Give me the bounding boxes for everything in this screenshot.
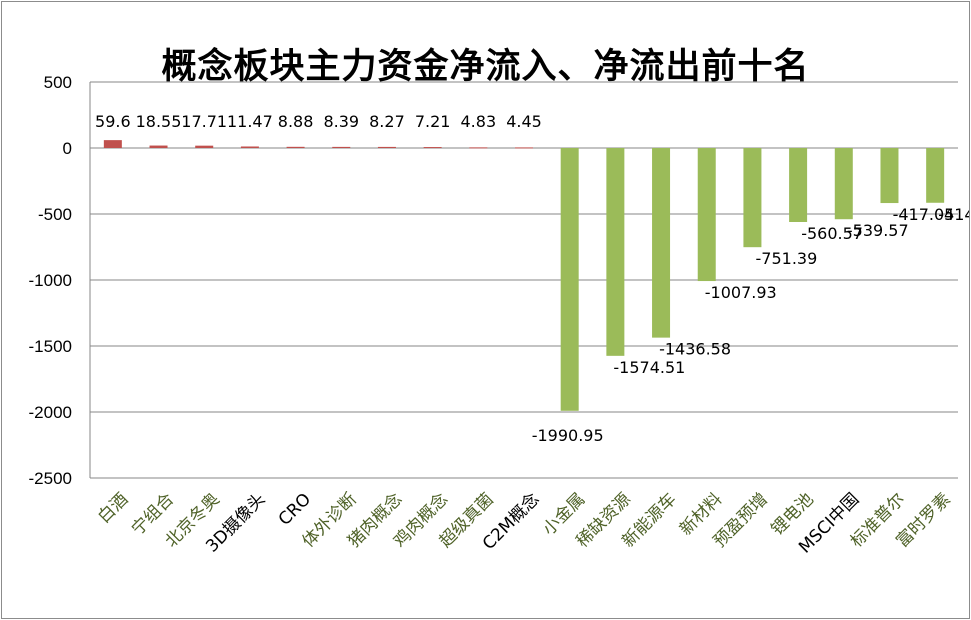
- bar: [149, 145, 168, 148]
- bar: [423, 147, 442, 149]
- data-label: 59.6: [95, 112, 131, 131]
- y-tick-label: -2000: [29, 403, 72, 422]
- bar: [469, 147, 488, 149]
- bar: [560, 148, 579, 411]
- data-label: -1574.51: [613, 358, 685, 377]
- y-tick-label: -1000: [29, 271, 72, 290]
- y-tick-label: 500: [44, 73, 72, 92]
- data-label: -1436.58: [659, 340, 731, 359]
- data-label: -417.05: [893, 205, 955, 224]
- bar: [240, 146, 259, 148]
- category-label: CRO: [275, 489, 315, 529]
- bar: [926, 148, 945, 203]
- data-label: 8.88: [278, 112, 314, 131]
- data-label: 17.71: [181, 112, 227, 131]
- bar: [377, 146, 396, 148]
- data-label: -1007.93: [705, 283, 777, 302]
- y-tick-label: -2500: [29, 469, 72, 488]
- y-tick-label: -1500: [29, 337, 72, 356]
- data-label: 8.39: [323, 112, 359, 131]
- bar: [103, 140, 122, 148]
- chart-title: 概念板块主力资金净流入、净流出前十名: [161, 47, 810, 87]
- data-label: -414.87: [938, 205, 969, 224]
- y-tick-label: 0: [63, 139, 72, 158]
- data-label: 4.45: [506, 112, 542, 131]
- data-label: -560.57: [801, 224, 863, 243]
- data-label: 7.21: [415, 112, 451, 131]
- data-label: -539.57: [847, 221, 909, 240]
- data-label: 8.27: [369, 112, 405, 131]
- category-label: 白酒: [94, 489, 132, 527]
- data-label: -1990.95: [532, 426, 604, 445]
- data-label: 4.83: [461, 112, 497, 131]
- bar: [834, 148, 853, 220]
- data-label: -751.39: [756, 249, 818, 268]
- bar: [286, 146, 305, 148]
- bar: [743, 148, 762, 248]
- y-tick-label: -500: [38, 205, 72, 224]
- bar: [195, 145, 214, 148]
- bar: [332, 146, 351, 148]
- data-label: 18.55: [136, 112, 182, 131]
- bar: [606, 148, 625, 356]
- bar: [789, 148, 808, 222]
- bar: [652, 148, 671, 338]
- data-label: 11.47: [227, 112, 273, 131]
- bar: [697, 148, 716, 282]
- bar: [880, 148, 899, 204]
- bar: [515, 147, 533, 149]
